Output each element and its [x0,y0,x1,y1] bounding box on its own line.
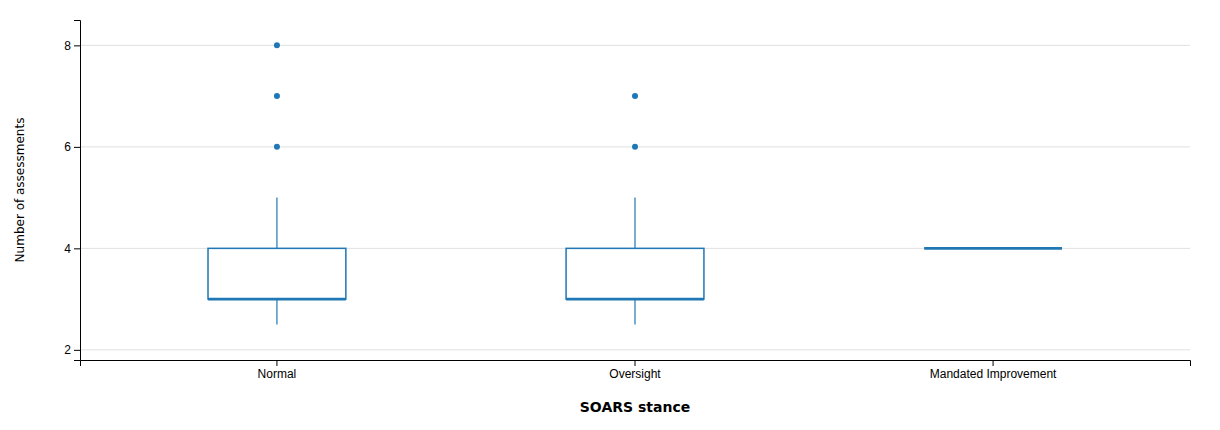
box [208,42,346,324]
y-tick-label: 6 [64,140,71,154]
x-tick-label: Normal [258,367,297,381]
outlier [274,93,280,99]
box-iqr [566,248,704,299]
whisker-high [634,198,635,249]
y-tick-label: 2 [64,343,71,357]
median [208,298,346,301]
marks [208,42,1062,324]
chart-container: 2 4 6 8 Normal Oversight Mandated Improvement S… [0,0,1220,430]
whisker-low [276,299,277,324]
grid-line [80,45,1190,46]
x-tick: Oversight [609,360,661,381]
x-tick-mark [635,360,636,366]
box [566,93,704,324]
y-tick-mark [74,147,80,148]
y-tick-mark [74,248,80,249]
y-axis-title: Number of assessments [13,118,27,263]
y-tick: 8 [64,39,80,53]
whisker-low [634,299,635,324]
x-tick-mark [276,360,277,366]
y-tick-mark [74,350,80,351]
x-tick-label: Mandated Improvement [930,367,1057,381]
y-tick-label: 8 [64,39,71,53]
y-axis: 2 4 6 8 [64,21,80,361]
x-tick: Normal [258,360,297,381]
y-tick: 2 [64,343,80,357]
y-axis-line [74,21,81,361]
box [924,248,1062,249]
y-tick-mark [74,45,80,46]
x-axis-line [81,361,1191,367]
outlier [632,144,638,150]
chart-svg: 2 4 6 8 Normal Oversight Mandated Improvement S… [0,0,1220,430]
median [566,298,704,301]
plot-area: 2 4 6 8 Normal Oversight Mandated Improvement [64,21,1190,381]
outlier [632,93,638,99]
grid-line [80,349,1190,350]
x-axis-title: SOARS stance [580,399,690,415]
y-tick: 4 [64,242,80,256]
grid [80,45,1190,349]
x-tick-label: Oversight [609,367,661,381]
y-tick-label: 4 [64,242,71,256]
y-tick: 6 [64,140,80,154]
x-tick: Mandated Improvement [930,360,1057,381]
outlier [274,42,280,48]
box-iqr [208,248,346,299]
whisker-high [276,198,277,249]
median [924,247,1062,250]
box-iqr [924,248,1062,250]
x-axis: Normal Oversight Mandated Improvement [81,360,1191,381]
x-tick-mark [993,360,994,366]
outlier [274,144,280,150]
